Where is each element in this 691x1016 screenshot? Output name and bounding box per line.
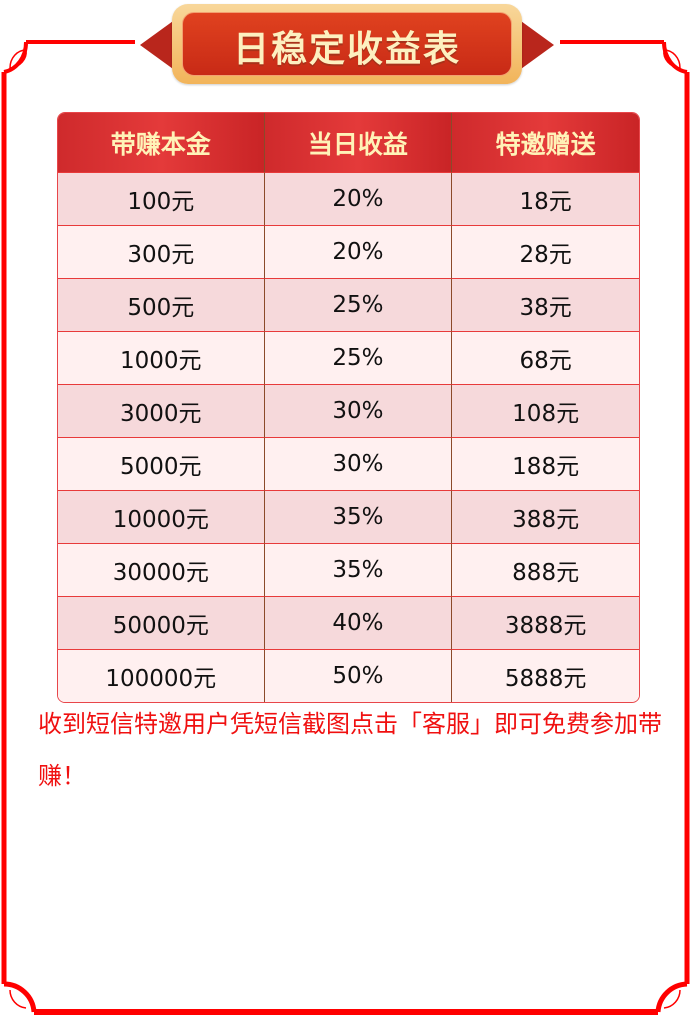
- bonus-cell: 28元: [451, 225, 639, 278]
- daily-return-cell: 20%: [263, 172, 452, 225]
- table-row: 30000元 35% 888元: [58, 543, 639, 596]
- earnings-table: 带赚本金 当日收益 特邀赠送 100元 20% 18元 300元 20% 28元 500元 2…: [57, 112, 640, 703]
- daily-return-cell: 35%: [263, 490, 452, 543]
- daily-return-cell: 20%: [263, 225, 452, 278]
- title-banner: 日稳定收益表: [132, 2, 562, 88]
- table-row: 100000元 50% 5888元: [58, 649, 639, 702]
- table-row: 3000元 30% 108元: [58, 384, 639, 437]
- page-title: 日稳定收益表: [232, 29, 461, 70]
- bonus-cell: 188元: [451, 437, 639, 490]
- principal-cell: 5000元: [58, 437, 264, 490]
- daily-return-cell: 50%: [263, 649, 452, 702]
- bonus-cell: 888元: [451, 543, 639, 596]
- principal-cell: 500元: [58, 278, 264, 331]
- table-row: 1000元 25% 68元: [58, 331, 639, 384]
- bonus-cell: 68元: [451, 331, 639, 384]
- principal-cell: 10000元: [58, 490, 264, 543]
- banner-inner: [182, 12, 512, 76]
- bonus-cell: 18元: [451, 172, 639, 225]
- principal-cell: 300元: [58, 225, 264, 278]
- table-row: 5000元 30% 188元: [58, 437, 639, 490]
- table-header-row: 带赚本金 当日收益 特邀赠送: [58, 113, 639, 172]
- bonus-cell: 38元: [451, 278, 639, 331]
- principal-cell: 3000元: [58, 384, 264, 437]
- principal-cell: 100元: [58, 172, 264, 225]
- bonus-cell: 108元: [451, 384, 639, 437]
- bonus-cell: 3888元: [451, 596, 639, 649]
- table-row: 10000元 35% 388元: [58, 490, 639, 543]
- daily-return-cell: 25%: [263, 331, 452, 384]
- notice-text: 收到短信特邀用户凭短信截图点击「客服」即可免费参加带赚！: [38, 710, 662, 790]
- principal-cell: 1000元: [58, 331, 264, 384]
- header-principal: 带赚本金: [58, 113, 264, 172]
- header-bonus: 特邀赠送: [451, 113, 639, 172]
- table-row: 300元 20% 28元: [58, 225, 639, 278]
- banner-plate: [172, 4, 522, 84]
- bonus-cell: 388元: [451, 490, 639, 543]
- daily-return-cell: 40%: [263, 596, 452, 649]
- bonus-cell: 5888元: [451, 649, 639, 702]
- daily-return-cell: 35%: [263, 543, 452, 596]
- header-daily-return: 当日收益: [263, 113, 452, 172]
- principal-cell: 50000元: [58, 596, 264, 649]
- principal-cell: 100000元: [58, 649, 264, 702]
- table-row: 500元 25% 38元: [58, 278, 639, 331]
- table-row: 100元 20% 18元: [58, 172, 639, 225]
- table-row: 50000元 40% 3888元: [58, 596, 639, 649]
- daily-return-cell: 30%: [263, 384, 452, 437]
- daily-return-cell: 30%: [263, 437, 452, 490]
- daily-return-cell: 25%: [263, 278, 452, 331]
- principal-cell: 30000元: [58, 543, 264, 596]
